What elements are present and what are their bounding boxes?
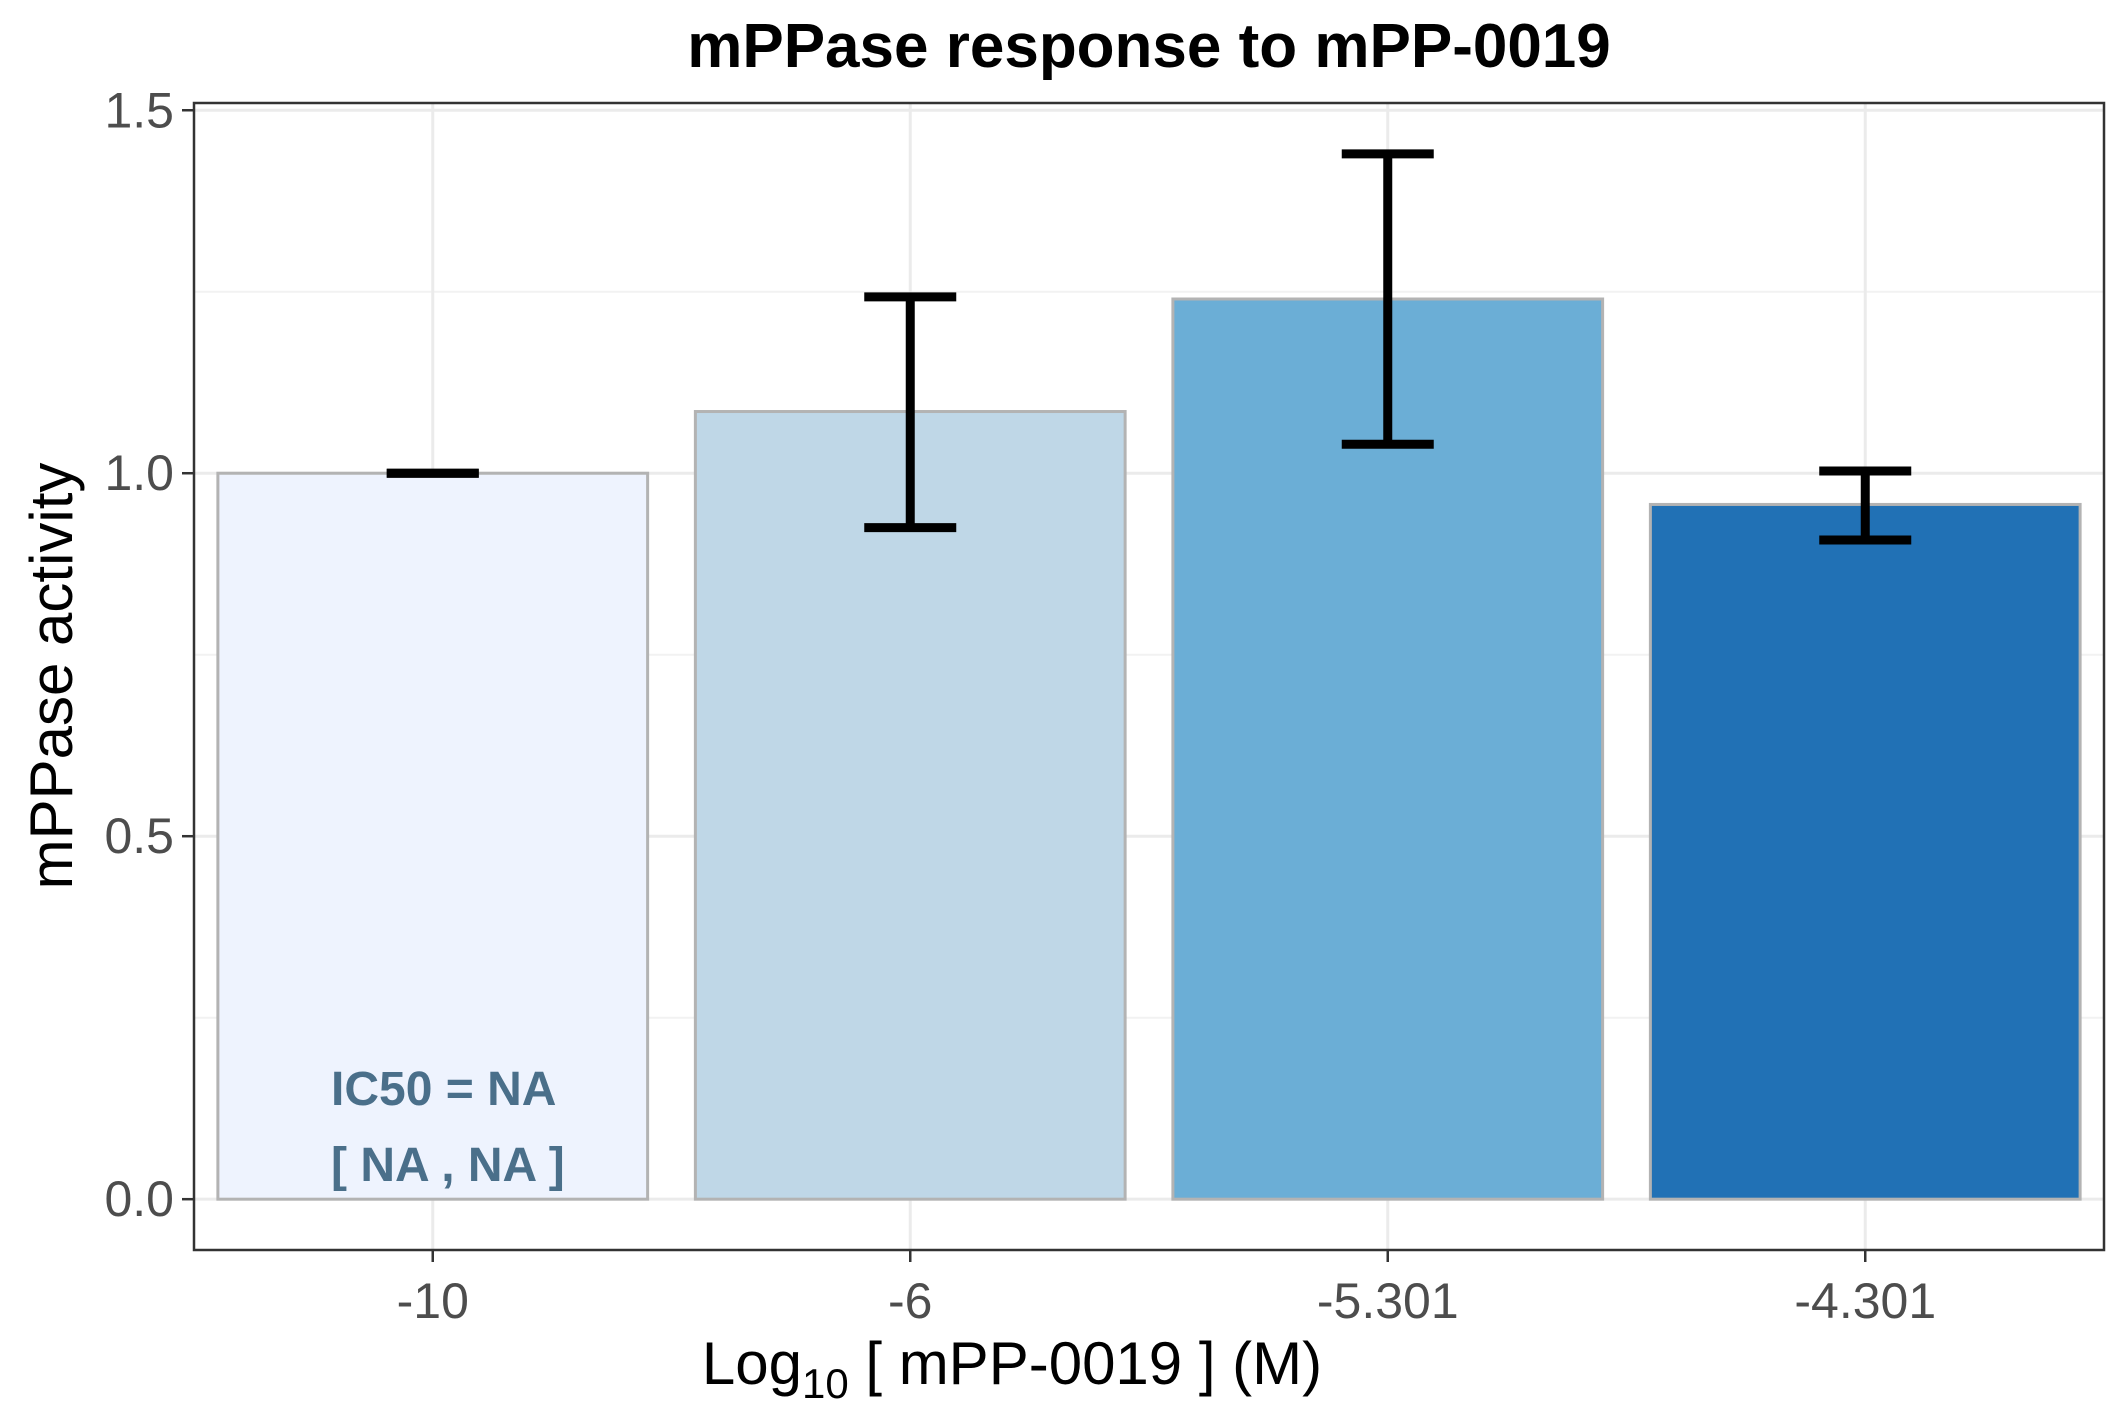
bar--5.301 [1171,297,1605,1201]
error-bars [386,149,1912,545]
bars [216,297,2082,1201]
chart-title: mPPase response to mPP-0019 [687,12,1611,81]
y-tick-label: 1.0 [104,445,174,501]
error-bar--4.301 [1819,466,1912,545]
plot-border [192,101,2106,1252]
x-tick-label: -6 [888,1273,932,1329]
bar--6 [693,410,1127,1201]
error-bar--6 [864,292,957,533]
y-tick-label: 1.5 [104,82,174,138]
x-axis-label: Log10 [ mPP-0019 ] (M) [702,1330,1322,1407]
y-axis-label: mPPase activity [18,463,85,890]
x-axis-label-prefix: Log [702,1330,802,1397]
annotation-line-2: [ NA , NA ] [331,1139,565,1192]
bar--10 [216,471,650,1201]
ic50-annotation: IC50 = NA [ NA , NA ] [331,1063,565,1192]
x-tick-label: -5.301 [1317,1273,1459,1329]
y-tick-label: 0.0 [104,1171,174,1227]
bar--4.301 [1648,502,2082,1201]
x-tick-label: -4.301 [1794,1273,1936,1329]
x-tick-label: -10 [397,1273,469,1329]
x-axis-label-suffix: [ mPP-0019 ] (M) [849,1330,1322,1397]
error-bar--5.301 [1341,149,1434,449]
annotation-line-1: IC50 = NA [331,1063,556,1116]
y-tick-label: 0.5 [104,808,174,864]
x-axis-label-subscript: 10 [802,1360,849,1407]
axis-ticks: 0.0 0.5 1.0 1.5 -10 -6 -5.301 -4.301 [104,82,1936,1329]
